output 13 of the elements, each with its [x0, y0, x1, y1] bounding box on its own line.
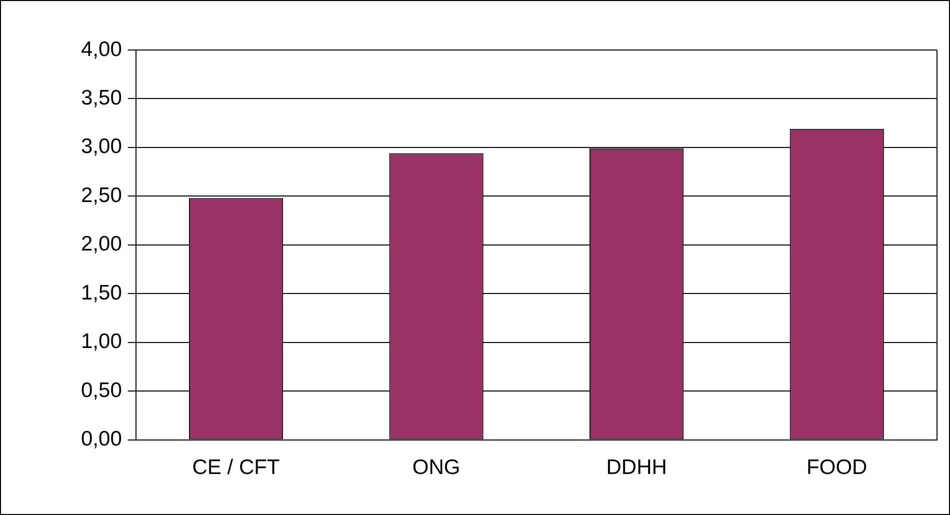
- y-tick-label: 0,50: [80, 378, 122, 402]
- x-tick-label: ONG: [412, 456, 460, 480]
- y-tick-label: 2,00: [80, 232, 122, 256]
- x-tick-label: FOOD: [806, 456, 868, 480]
- x-tick-label: DDHH: [606, 456, 667, 480]
- y-tick-label: 0,00: [80, 428, 122, 451]
- x-tick-label: CE / CFT: [192, 456, 280, 480]
- y-tick-label: 1,00: [80, 330, 122, 354]
- y-tick-label: 3,50: [80, 86, 122, 110]
- y-tick-label: 3,00: [80, 135, 122, 158]
- y-tick-label: 2,50: [80, 184, 122, 207]
- y-tick-label: 4,00: [80, 38, 122, 61]
- y-tick-label: 1,50: [80, 281, 122, 304]
